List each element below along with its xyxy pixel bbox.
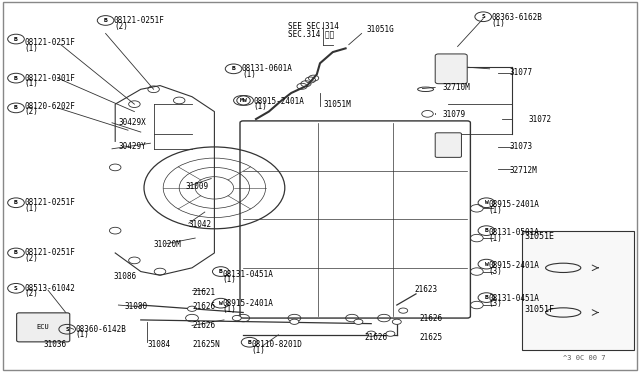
Circle shape — [367, 331, 376, 336]
Text: 08131-0451A: 08131-0451A — [488, 294, 539, 303]
Text: (2): (2) — [24, 254, 38, 263]
Text: W: W — [484, 262, 488, 267]
Text: 32712M: 32712M — [509, 166, 537, 174]
Text: B: B — [14, 105, 18, 110]
Text: 21626: 21626 — [365, 333, 388, 342]
Text: (3): (3) — [488, 299, 502, 308]
Text: 21626: 21626 — [192, 321, 215, 330]
Text: (1): (1) — [76, 330, 90, 339]
Text: 31036: 31036 — [44, 340, 67, 349]
Text: (1): (1) — [253, 102, 268, 111]
Text: 21625N: 21625N — [192, 340, 220, 349]
Text: 08121-0251F: 08121-0251F — [114, 16, 164, 25]
Text: B: B — [248, 340, 252, 345]
Circle shape — [232, 315, 241, 321]
Text: 08360-6142B: 08360-6142B — [76, 325, 126, 334]
Text: 31051E: 31051E — [525, 232, 555, 241]
Text: (1): (1) — [488, 206, 502, 215]
Text: 08915-2401A: 08915-2401A — [488, 200, 539, 209]
Text: M: M — [240, 98, 244, 103]
Text: 08120-6202F: 08120-6202F — [24, 102, 75, 111]
Text: 30429X: 30429X — [118, 118, 146, 126]
Text: 08131-0601A: 08131-0601A — [242, 64, 292, 73]
Text: 21625: 21625 — [419, 333, 442, 342]
Text: 08915-2401A: 08915-2401A — [488, 262, 539, 270]
Text: 08363-6162B: 08363-6162B — [492, 13, 542, 22]
Text: 31079: 31079 — [443, 110, 466, 119]
Text: 31051M: 31051M — [323, 100, 351, 109]
Text: S: S — [14, 286, 18, 291]
Text: 21621: 21621 — [192, 288, 215, 296]
Bar — [522, 231, 634, 350]
Text: (2): (2) — [24, 107, 38, 116]
Text: W: W — [243, 98, 247, 103]
Circle shape — [386, 331, 395, 336]
Text: 21623: 21623 — [415, 285, 438, 294]
Text: B: B — [104, 18, 108, 23]
Text: 31073: 31073 — [509, 142, 532, 151]
Text: 31077: 31077 — [509, 68, 532, 77]
Text: 31020M: 31020M — [154, 240, 181, 248]
Text: B: B — [14, 76, 18, 81]
Text: B: B — [232, 66, 236, 71]
Text: 08513-61042: 08513-61042 — [24, 284, 75, 293]
Text: 08121-0251F: 08121-0251F — [24, 38, 75, 47]
Text: 08915-2401A: 08915-2401A — [253, 97, 304, 106]
Text: 31051F: 31051F — [525, 305, 555, 314]
Text: 08131-0501A: 08131-0501A — [488, 228, 539, 237]
Text: 08131-0451A: 08131-0451A — [223, 270, 273, 279]
Text: (1): (1) — [252, 346, 266, 355]
Text: 21626: 21626 — [192, 302, 215, 311]
Text: B: B — [14, 200, 18, 205]
Text: (1): (1) — [488, 234, 502, 243]
Circle shape — [188, 306, 196, 311]
Text: B: B — [484, 228, 488, 233]
Text: (1): (1) — [24, 79, 38, 88]
Text: 31042: 31042 — [189, 220, 212, 229]
Text: (3): (3) — [488, 267, 502, 276]
Circle shape — [290, 319, 299, 324]
Text: 31072: 31072 — [529, 115, 552, 124]
Text: (2): (2) — [24, 289, 38, 298]
Text: 08121-0251F: 08121-0251F — [24, 198, 75, 207]
FancyBboxPatch shape — [17, 313, 70, 342]
Text: 08110-8201D: 08110-8201D — [252, 340, 302, 349]
Text: 32710M: 32710M — [443, 83, 470, 92]
Text: W: W — [484, 200, 488, 205]
Text: (1): (1) — [242, 70, 256, 79]
Text: (1): (1) — [223, 275, 237, 284]
Text: B: B — [219, 269, 223, 274]
Text: ECU: ECU — [36, 324, 49, 330]
Text: ^3 0C 00 7: ^3 0C 00 7 — [563, 355, 605, 361]
Text: 08121-0251F: 08121-0251F — [24, 248, 75, 257]
Text: SEE SEC.314: SEE SEC.314 — [288, 22, 339, 31]
Text: W: W — [219, 301, 223, 306]
Text: 08121-0301F: 08121-0301F — [24, 74, 75, 83]
Text: (1): (1) — [24, 204, 38, 213]
Text: 30429Y: 30429Y — [118, 142, 146, 151]
Text: S: S — [65, 327, 69, 332]
Text: 31086: 31086 — [114, 272, 137, 281]
Text: (1): (1) — [24, 44, 38, 53]
Text: (1): (1) — [492, 19, 506, 28]
FancyBboxPatch shape — [435, 54, 467, 84]
Circle shape — [354, 319, 363, 324]
Circle shape — [392, 319, 401, 324]
Text: (1): (1) — [223, 305, 237, 314]
Text: 21626: 21626 — [419, 314, 442, 323]
FancyBboxPatch shape — [435, 133, 461, 157]
Text: SEC.314 参照: SEC.314 参照 — [288, 29, 334, 38]
Text: 31080: 31080 — [125, 302, 148, 311]
Text: B: B — [14, 250, 18, 256]
Text: 08915-2401A: 08915-2401A — [223, 299, 273, 308]
Text: (2): (2) — [114, 22, 128, 31]
Circle shape — [399, 308, 408, 313]
Text: B: B — [14, 36, 18, 42]
Text: B: B — [484, 295, 488, 300]
Text: 31084: 31084 — [147, 340, 170, 349]
Text: 31009: 31009 — [186, 182, 209, 191]
Text: 31051G: 31051G — [366, 25, 394, 34]
Text: S: S — [481, 14, 485, 19]
